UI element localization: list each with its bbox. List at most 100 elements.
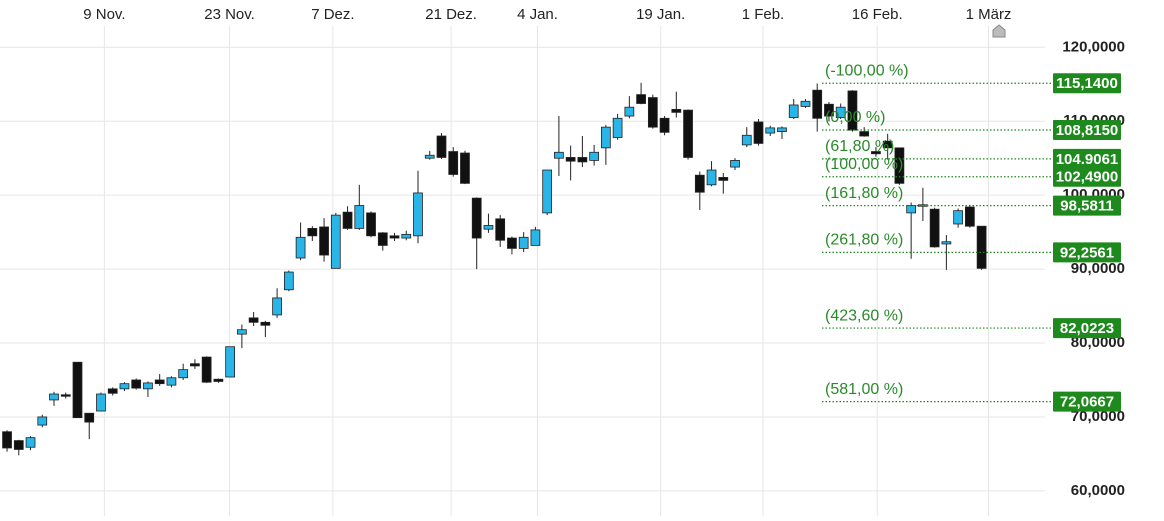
candle-body: [131, 379, 142, 389]
candle-body: [96, 393, 106, 412]
candle-body: [366, 212, 376, 237]
candle-body: [753, 121, 764, 144]
candle-body: [800, 100, 811, 107]
candle-body: [272, 297, 282, 316]
candle-body: [894, 147, 905, 184]
candle-body: [941, 241, 952, 245]
candle-body: [401, 233, 412, 239]
candle-body: [671, 109, 682, 113]
candle-body: [976, 225, 987, 269]
candle-body: [436, 135, 447, 158]
candle-body: [154, 379, 165, 385]
candle-body: [847, 90, 858, 131]
candle-body: [237, 329, 247, 335]
candle-body: [542, 169, 553, 214]
candle-body: [354, 205, 365, 229]
x-tick-label: 1 Feb.: [742, 6, 785, 23]
candle-body: [389, 235, 400, 239]
candle-body: [530, 229, 541, 246]
candle-body: [718, 177, 729, 181]
candle-body: [871, 151, 881, 155]
x-tick-label: 9 Nov.: [83, 6, 125, 23]
fib-label: (581,00 %): [825, 381, 903, 398]
candle-body: [342, 211, 353, 229]
candle-body: [518, 236, 529, 249]
fib-label: (-100,00 %): [825, 62, 909, 79]
y-tick-label: 120,0000: [1062, 38, 1125, 55]
candle-body: [507, 237, 517, 249]
candle-body: [248, 317, 259, 323]
candle-body: [918, 204, 928, 207]
candle-body: [730, 160, 740, 168]
candle-body: [659, 117, 670, 133]
price-tag: [1053, 166, 1121, 187]
price-tag-label: 82,0223: [1060, 320, 1114, 337]
price-tag-label: 92,2561: [1060, 244, 1114, 261]
y-tick-label: 90,0000: [1071, 260, 1125, 277]
y-tick-label: 60,0000: [1071, 482, 1125, 499]
scroll-end-icon[interactable]: [992, 24, 1006, 38]
candle-body: [589, 151, 599, 161]
price-tag: [1053, 242, 1121, 263]
price-tag: [1053, 73, 1121, 94]
fib-label: (0,00 %): [825, 109, 885, 126]
candle-body: [859, 131, 870, 137]
fib-label: (423,60 %): [825, 307, 903, 324]
fib-label: (100,00 %): [825, 156, 903, 173]
candle-body: [260, 321, 271, 326]
candle-body: [178, 369, 189, 379]
candle-body: [37, 416, 48, 426]
candle-body: [60, 394, 71, 397]
candle-body: [13, 440, 24, 450]
candle-body: [647, 97, 658, 128]
x-tick-label: 21 Dez.: [425, 6, 477, 23]
y-tick-label: 80,0000: [1071, 334, 1125, 351]
price-tag-label: 72,0667: [1060, 394, 1114, 411]
price-tag-label: 98,5811: [1060, 198, 1113, 215]
price-tag: [1053, 318, 1121, 339]
x-tick-label: 16 Feb.: [852, 6, 903, 23]
fib-label: (261,80 %): [825, 232, 903, 249]
candle-body: [460, 152, 470, 184]
candle-body: [788, 104, 799, 118]
candle-body: [964, 206, 975, 227]
candle-body: [683, 109, 693, 158]
candle-body: [84, 412, 95, 423]
x-tick-label: 1 März: [966, 6, 1012, 23]
candle-body: [413, 192, 423, 237]
candle-body: [812, 89, 823, 119]
price-tag: [1053, 195, 1121, 216]
price-tag: [1053, 148, 1121, 169]
candle-body: [929, 208, 940, 248]
candle-body: [577, 157, 588, 163]
candle-body: [119, 383, 130, 390]
candle-body: [72, 361, 83, 419]
candle-body: [49, 393, 59, 401]
y-tick-label: 70,0000: [1071, 408, 1125, 425]
candle-body: [107, 388, 118, 394]
candle-body: [824, 103, 834, 117]
candle-body: [483, 225, 494, 230]
candle-body: [777, 127, 787, 132]
candle-body: [2, 431, 12, 449]
candle-body: [953, 210, 963, 225]
x-tick-label: 23 Nov.: [204, 6, 255, 23]
x-tick-label: 19 Jan.: [636, 6, 685, 23]
candle-body: [330, 214, 341, 269]
candle-body: [495, 218, 506, 241]
candle-body: [166, 377, 177, 386]
candle-body: [201, 356, 212, 383]
candle-body: [424, 154, 435, 159]
fib-label: (61,80 %): [825, 138, 894, 155]
candle-body: [377, 232, 388, 246]
candle-body: [706, 169, 717, 186]
candle-body: [694, 174, 705, 193]
candle-body: [307, 228, 318, 237]
candle-body: [283, 271, 294, 291]
candle-body: [906, 205, 917, 214]
candle-body: [143, 382, 153, 390]
price-tag-label: 102,4900: [1056, 169, 1119, 186]
candle-body: [741, 134, 752, 146]
